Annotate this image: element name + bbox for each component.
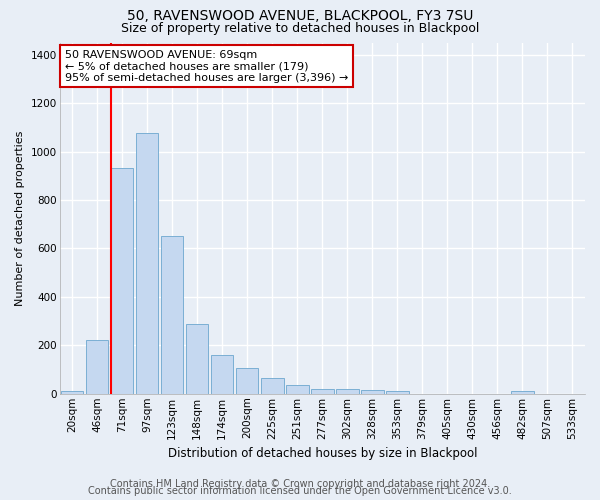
Bar: [386, 391, 409, 394]
X-axis label: Distribution of detached houses by size in Blackpool: Distribution of detached houses by size …: [167, 447, 477, 460]
Bar: [161, 236, 184, 394]
Bar: [136, 134, 158, 394]
Bar: [61, 392, 83, 394]
Text: 50 RAVENSWOOD AVENUE: 69sqm
← 5% of detached houses are smaller (179)
95% of sem: 50 RAVENSWOOD AVENUE: 69sqm ← 5% of deta…: [65, 50, 348, 82]
Text: Contains HM Land Registry data © Crown copyright and database right 2024.: Contains HM Land Registry data © Crown c…: [110, 479, 490, 489]
Bar: [336, 389, 359, 394]
Bar: [261, 378, 284, 394]
Bar: [236, 368, 259, 394]
Bar: [186, 324, 208, 394]
Y-axis label: Number of detached properties: Number of detached properties: [15, 130, 25, 306]
Bar: [286, 386, 308, 394]
Bar: [511, 392, 534, 394]
Text: Size of property relative to detached houses in Blackpool: Size of property relative to detached ho…: [121, 22, 479, 35]
Bar: [211, 355, 233, 394]
Bar: [86, 340, 109, 394]
Text: 50, RAVENSWOOD AVENUE, BLACKPOOL, FY3 7SU: 50, RAVENSWOOD AVENUE, BLACKPOOL, FY3 7S…: [127, 9, 473, 23]
Bar: [361, 390, 383, 394]
Text: Contains public sector information licensed under the Open Government Licence v3: Contains public sector information licen…: [88, 486, 512, 496]
Bar: [111, 168, 133, 394]
Bar: [311, 389, 334, 394]
